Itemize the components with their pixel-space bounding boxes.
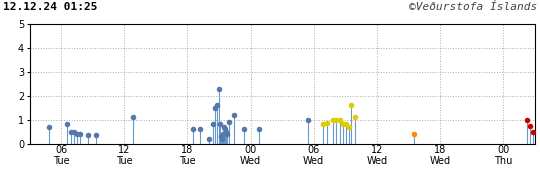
- Text: 12.12.24 01:25: 12.12.24 01:25: [3, 2, 97, 12]
- Text: ©Veðurstofa Íslands: ©Veðurstofa Íslands: [409, 2, 537, 12]
